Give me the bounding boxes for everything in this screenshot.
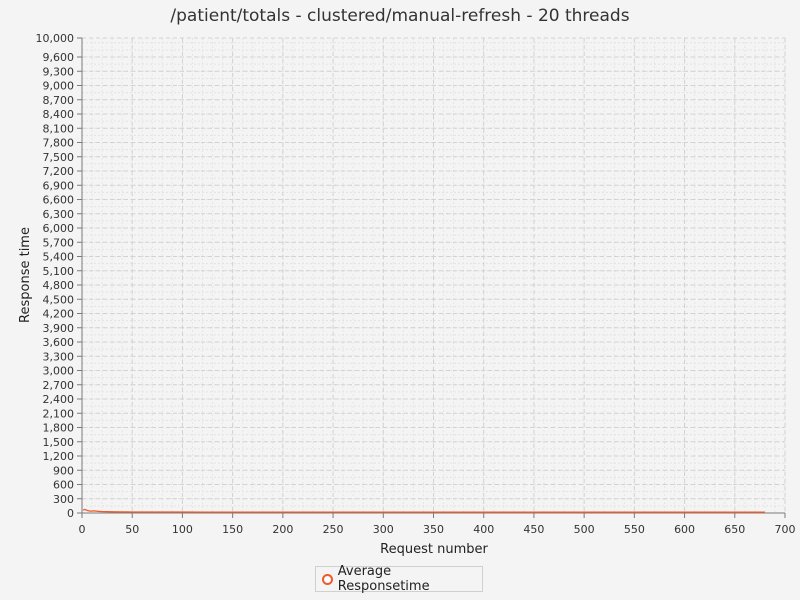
y-tick-label: 7,200 xyxy=(43,165,75,178)
y-tick-label: 3,600 xyxy=(43,336,75,349)
legend[interactable]: Average Responsetime xyxy=(315,564,483,594)
x-axis-ticks: 0 50 100 150 200 250 300 350 400 450 500 550 600 650 7… xyxy=(79,513,796,536)
y-tick-label: 7,800 xyxy=(43,137,75,150)
x-tick-label: 450 xyxy=(523,523,544,536)
y-tick-label: 8,400 xyxy=(43,108,75,121)
y-tick-label: 2,400 xyxy=(43,393,75,406)
axes xyxy=(77,38,785,518)
legend-label: Average Responsetime xyxy=(337,564,430,594)
x-tick-label: 650 xyxy=(724,523,745,536)
y-tick-label: 6,000 xyxy=(43,222,75,235)
x-tick-label: 0 xyxy=(79,523,86,536)
legend-circle-icon xyxy=(322,573,333,585)
y-tick-label: 600 xyxy=(53,479,74,492)
x-tick-label: 300 xyxy=(373,523,394,536)
y-tick-label: 8,700 xyxy=(43,94,75,107)
y-tick-label: 6,600 xyxy=(43,194,75,207)
y-tick-label: 8,100 xyxy=(43,122,75,135)
y-tick-label: 3,900 xyxy=(43,322,75,335)
x-tick-label: 400 xyxy=(473,523,494,536)
chart-title: /patient/totals - clustered/manual-refre… xyxy=(170,6,630,26)
y-tick-label: 300 xyxy=(53,493,74,506)
y-tick-label: 1,200 xyxy=(43,450,75,463)
y-tick-label: 9,600 xyxy=(43,51,75,64)
y-tick-label: 6,900 xyxy=(43,179,75,192)
y-tick-label: 9,300 xyxy=(43,65,75,78)
x-tick-label: 150 xyxy=(222,523,243,536)
y-tick-label: 4,800 xyxy=(43,279,75,292)
x-tick-label: 600 xyxy=(674,523,695,536)
x-tick-label: 350 xyxy=(423,523,444,536)
x-tick-label: 100 xyxy=(172,523,193,536)
y-tick-label: 1,500 xyxy=(43,436,75,449)
x-tick-label: 50 xyxy=(125,523,139,536)
y-tick-label: 2,700 xyxy=(43,379,75,392)
y-tick-label: 10,000 xyxy=(36,32,75,45)
y-tick-label: 4,200 xyxy=(43,308,75,321)
y-tick-label: 5,400 xyxy=(43,251,75,264)
x-tick-label: 250 xyxy=(323,523,344,536)
y-tick-label: 1,800 xyxy=(43,422,75,435)
y-tick-label: 3,000 xyxy=(43,365,75,378)
y-tick-label: 900 xyxy=(53,464,74,477)
y-tick-label: 3,300 xyxy=(43,350,75,363)
y-axis-label: Response time xyxy=(18,227,33,323)
series-line-average-responsetime xyxy=(82,508,765,513)
x-axis-label: Request number xyxy=(380,542,488,557)
x-tick-label: 700 xyxy=(775,523,796,536)
y-tick-label: 4,500 xyxy=(43,293,75,306)
x-tick-label: 550 xyxy=(624,523,645,536)
y-tick-label: 9,000 xyxy=(43,80,75,93)
x-tick-label: 200 xyxy=(272,523,293,536)
y-tick-label: 6,300 xyxy=(43,208,75,221)
y-tick-label: 0 xyxy=(67,507,74,520)
y-tick-label: 7,500 xyxy=(43,151,75,164)
y-tick-label: 5,700 xyxy=(43,236,75,249)
x-tick-label: 500 xyxy=(574,523,595,536)
series-layer xyxy=(82,508,765,513)
y-tick-label: 5,100 xyxy=(43,265,75,278)
y-tick-label: 2,100 xyxy=(43,407,75,420)
